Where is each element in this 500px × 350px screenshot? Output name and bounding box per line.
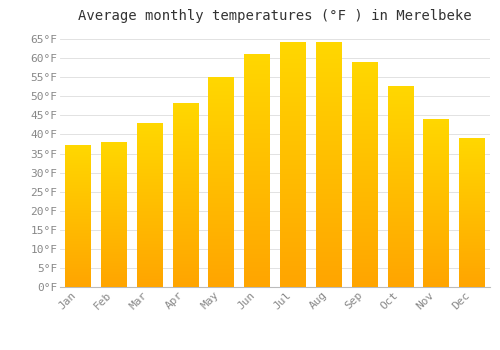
Title: Average monthly temperatures (°F ) in Merelbeke: Average monthly temperatures (°F ) in Me… [78,9,472,23]
